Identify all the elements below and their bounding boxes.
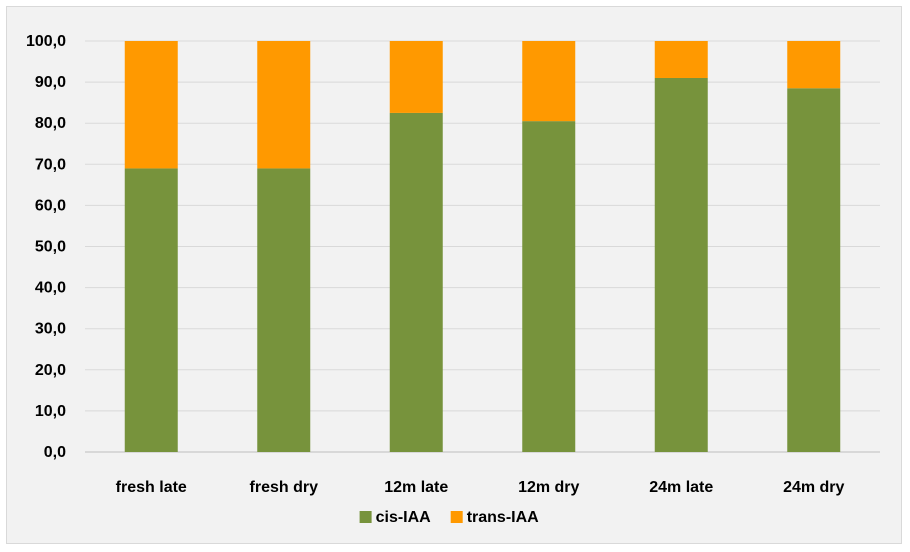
x-tick-label: fresh late (116, 479, 187, 496)
bar-segment-cis-iaa-24m-late (654, 77, 708, 453)
y-tick-label: 100,0 (26, 33, 66, 50)
bar-segment-cis-iaa-12m-dry (522, 121, 576, 453)
y-tick-label: 40,0 (35, 280, 66, 297)
bar-segment-trans-iaa-24m-dry (787, 41, 841, 89)
y-tick-label: 80,0 (35, 115, 66, 132)
bars (124, 41, 841, 453)
bar-segment-cis-iaa-24m-dry (787, 88, 841, 452)
bar-segment-cis-iaa-fresh-late (124, 168, 178, 452)
legend-swatch-trans-iaa (450, 511, 463, 523)
y-tick-label: 0,0 (44, 444, 66, 461)
legend-label-trans-iaa: trans-IAA (467, 509, 539, 526)
y-tick-label: 90,0 (35, 74, 66, 91)
y-tick-label: 20,0 (35, 362, 66, 379)
y-tick-label: 10,0 (35, 403, 66, 420)
bar-segment-trans-iaa-fresh-dry (257, 41, 311, 169)
x-tick-label: 24m late (649, 479, 713, 496)
bar-segment-trans-iaa-12m-dry (522, 41, 576, 122)
bar-segment-cis-iaa-12m-late (389, 112, 443, 453)
x-tick-label: 12m dry (518, 479, 579, 496)
x-tick-label: 12m late (384, 479, 448, 496)
x-tick-label: fresh dry (250, 479, 319, 496)
y-tick-label: 50,0 (35, 239, 66, 256)
legend-label-cis-iaa: cis-IAA (376, 509, 432, 526)
y-tick-label: 30,0 (35, 321, 66, 338)
legend: cis-IAA trans-IAA (359, 509, 539, 526)
bar-segment-trans-iaa-12m-late (389, 41, 443, 113)
y-axis: 0,0 10,0 20,0 30,0 40,0 50,0 60,0 70,0 80,0 90,0 1… (26, 33, 66, 461)
x-axis: fresh late fresh dry 12m late 12m dry 24m la… (116, 479, 845, 496)
x-tick-label: 24m dry (783, 479, 844, 496)
legend-swatch-cis-iaa (359, 511, 372, 523)
bar-segment-trans-iaa-fresh-late (124, 41, 178, 169)
bar-segment-trans-iaa-24m-late (654, 41, 708, 78)
gridlines (85, 40, 880, 453)
y-tick-label: 70,0 (35, 156, 66, 173)
y-tick-label: 60,0 (35, 197, 66, 214)
bar-segment-cis-iaa-fresh-dry (257, 168, 311, 452)
